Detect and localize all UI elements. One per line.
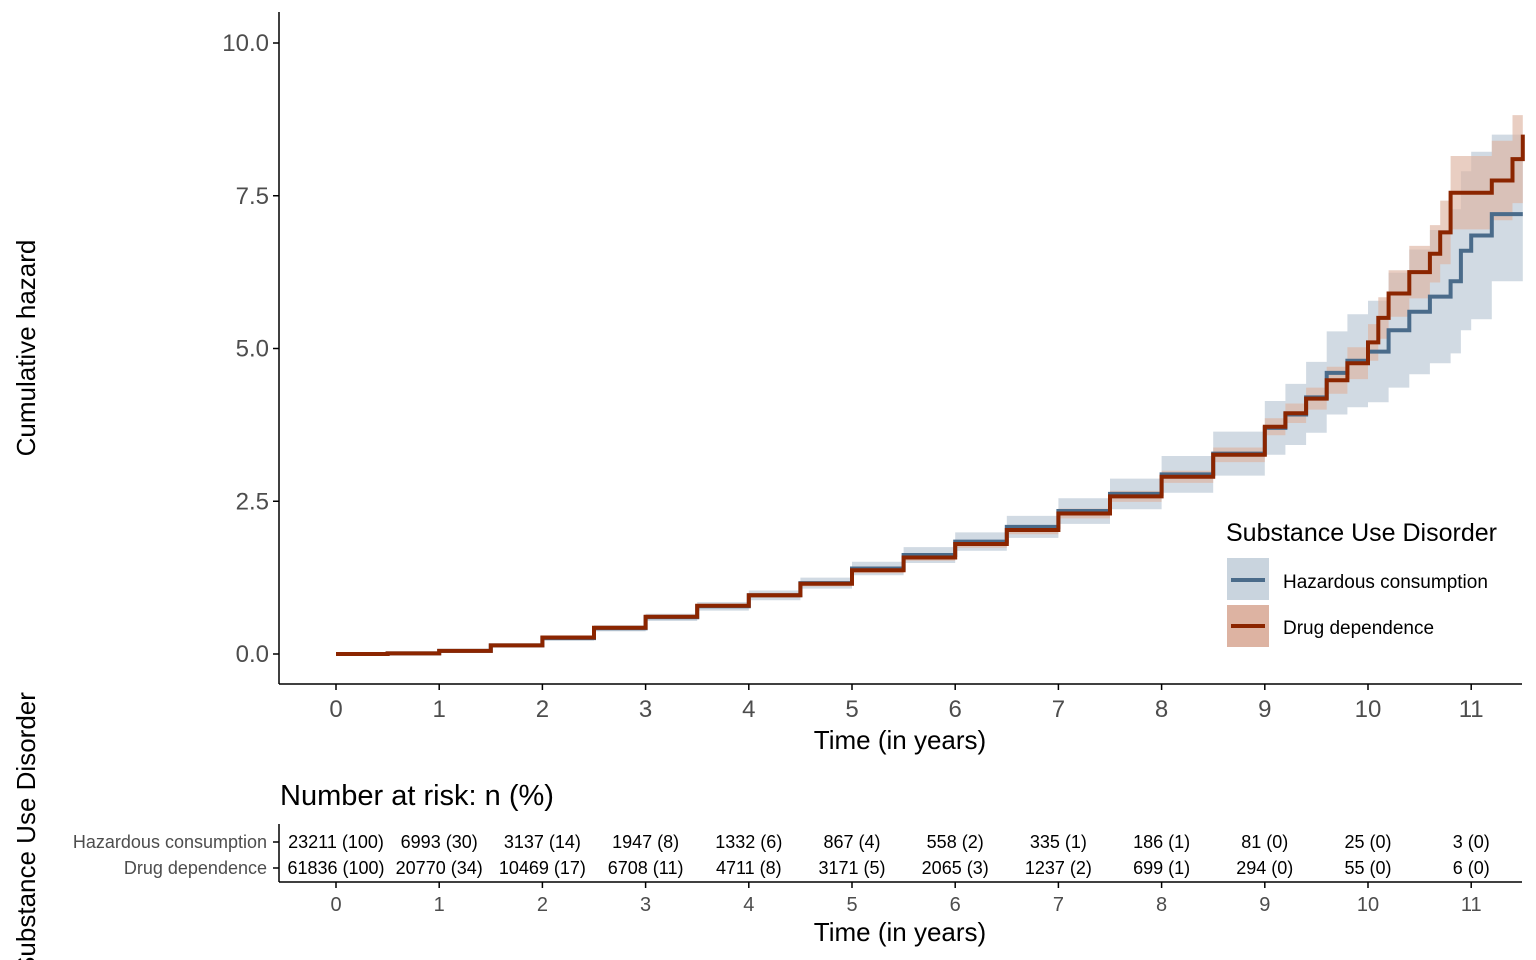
risk-table: Substance Use Disorder Number at risk: n… (11, 692, 1522, 960)
risk-cell-drug: 6708 (11) (608, 858, 684, 878)
risk-x-tick-label: 7 (1053, 894, 1064, 916)
risk-x-tick-label: 10 (1357, 894, 1379, 916)
risk-row-label-drug: Drug dependence (124, 858, 267, 878)
confidence-bands (336, 55, 1523, 655)
main-plot: 0.0 2.5 5.0 7.5 10.0 0 1 2 3 4 5 6 7 8 9 10 11 (222, 12, 1525, 723)
legend-title: Substance Use Disorder (1226, 519, 1497, 547)
risk-x-tick-label: 8 (1156, 894, 1167, 916)
legend-item-hazardous: Hazardous consumption (1227, 558, 1488, 600)
x-tick-label: 3 (639, 696, 652, 723)
risk-x-tick-label: 11 (1461, 894, 1482, 916)
x-tick-label: 1 (433, 696, 446, 723)
risk-x-tick-label: 3 (640, 894, 651, 916)
risk-cell-hazardous: 867 (4) (823, 832, 880, 852)
risk-cell-drug: 4711 (8) (716, 858, 782, 878)
risk-cell-hazardous: 3 (0) (1453, 832, 1490, 852)
risk-cell-drug: 3171 (5) (818, 858, 885, 878)
y-tick-label: 7.5 (236, 183, 269, 210)
band-hazardous (336, 134, 1523, 655)
risk-cell-drug: 699 (1) (1133, 858, 1190, 878)
risk-cell-drug: 10469 (17) (499, 858, 586, 878)
legend: Substance Use Disorder Hazardous consump… (1226, 519, 1497, 647)
risk-x-tick-label: 2 (537, 894, 548, 916)
x-tick-label: 9 (1258, 696, 1271, 723)
x-tick-label: 8 (1155, 696, 1168, 723)
risk-cell-hazardous: 186 (1) (1133, 832, 1190, 852)
risk-cell-hazardous: 6993 (30) (401, 832, 478, 852)
risk-cell-drug: 294 (0) (1236, 858, 1293, 878)
risk-axes (273, 824, 1522, 883)
risk-cell-drug: 1237 (2) (1025, 858, 1092, 878)
risk-x-tick-label: 4 (743, 894, 754, 916)
risk-x-tick-label: 9 (1259, 894, 1270, 916)
x-tick-label: 5 (845, 696, 858, 723)
y-tick-label: 2.5 (236, 488, 269, 515)
y-tick-label: 5.0 (236, 336, 269, 363)
hazard-curves (336, 134, 1525, 656)
y-tick-label: 0.0 (236, 641, 269, 668)
risk-cell-hazardous: 3137 (14) (504, 832, 581, 852)
risk-x-axis-title: Time (in years) (814, 917, 986, 947)
risk-cell-hazardous: 1332 (6) (715, 832, 782, 852)
x-tick-label: 11 (1459, 696, 1484, 723)
curve-drug (336, 134, 1525, 656)
y-ticks: 0.0 2.5 5.0 7.5 10.0 (222, 30, 279, 668)
risk-cell-drug: 55 (0) (1344, 858, 1391, 878)
risk-x-ticks: 0 1 2 3 4 5 6 7 8 9 10 11 (330, 882, 1482, 916)
x-tick-label: 4 (742, 696, 755, 723)
x-tick-label: 10 (1355, 696, 1382, 723)
risk-cell-hazardous: 335 (1) (1030, 832, 1087, 852)
risk-cell-drug: 20770 (34) (396, 858, 483, 878)
risk-cell-hazardous: 558 (2) (927, 832, 984, 852)
x-ticks: 0 1 2 3 4 5 6 7 8 9 10 11 (329, 684, 1484, 723)
risk-cell-hazardous: 81 (0) (1241, 832, 1288, 852)
x-tick-label: 7 (1052, 696, 1065, 723)
y-axis-title: Cumulative hazard (11, 240, 41, 457)
risk-x-tick-label: 6 (950, 894, 961, 916)
legend-item-drug: Drug dependence (1227, 605, 1434, 647)
legend-label-hazardous: Hazardous consumption (1283, 572, 1488, 593)
risk-row-label-hazardous: Hazardous consumption (73, 832, 267, 852)
risk-cell-hazardous: 1947 (8) (612, 832, 679, 852)
x-tick-label: 0 (329, 696, 342, 723)
y-tick-label: 10.0 (222, 30, 269, 57)
x-axis-title: Time (in years) (814, 725, 986, 755)
risk-cell-drug: 2065 (3) (922, 858, 989, 878)
risk-cell-drug: 61836 (100) (287, 858, 384, 878)
legend-label-drug: Drug dependence (1283, 618, 1434, 639)
risk-x-tick-label: 5 (846, 894, 857, 916)
risk-table-title: Number at risk: n (%) (280, 780, 554, 812)
x-tick-label: 2 (536, 696, 549, 723)
risk-x-tick-label: 0 (330, 894, 341, 916)
x-tick-label: 6 (949, 696, 962, 723)
risk-cell-drug: 6 (0) (1453, 858, 1490, 878)
risk-cell-hazardous: 25 (0) (1344, 832, 1391, 852)
risk-x-tick-label: 1 (434, 894, 445, 916)
risk-table-y-title: Substance Use Disorder (11, 692, 41, 960)
risk-cells: 23211 (100) 6993 (30) 3137 (14) 1947 (8) 133… (287, 832, 1489, 878)
risk-cell-hazardous: 23211 (100) (288, 832, 384, 852)
